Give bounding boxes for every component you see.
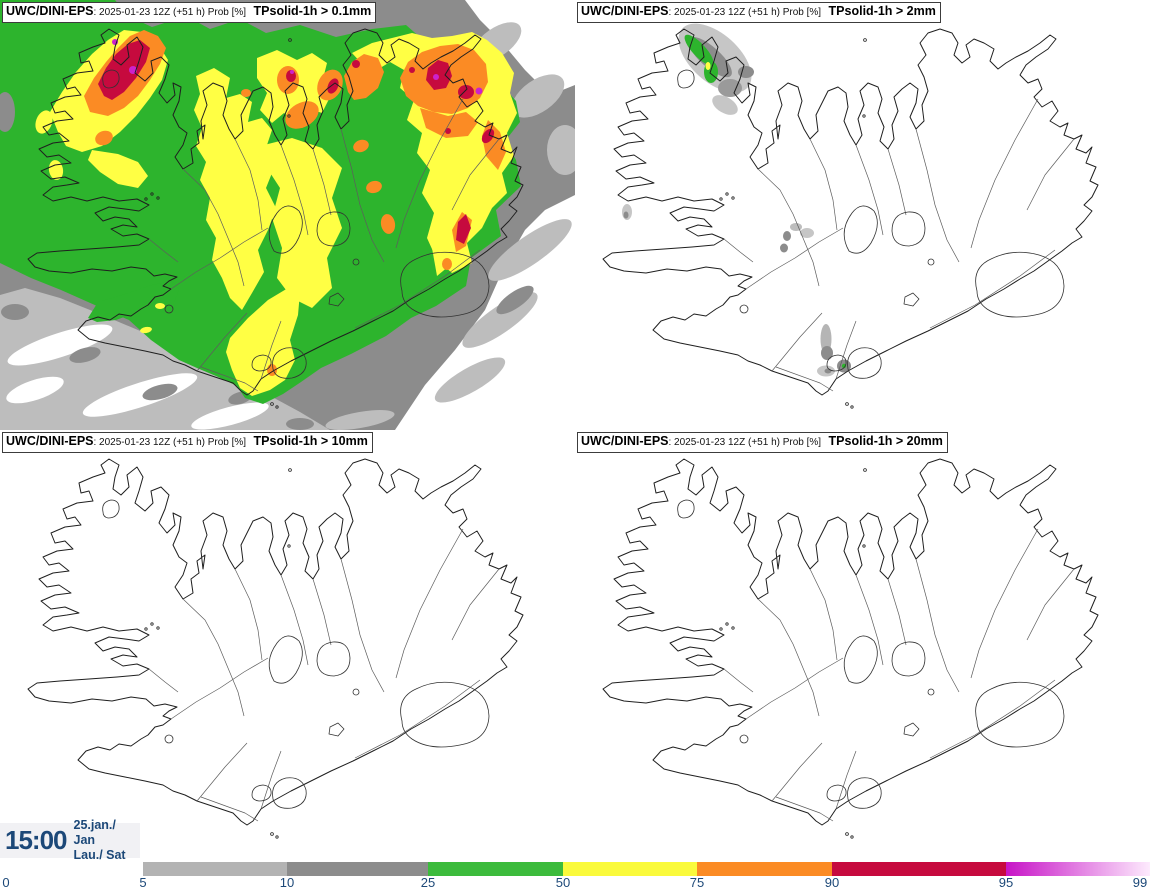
colorbar-tick-99: 99	[1132, 875, 1148, 890]
colorbar-tick-25: 25	[420, 875, 436, 890]
map-svg-20mm	[602, 458, 1099, 839]
run-info-label: : 2025-01-23 12Z (+51 h) Prob [%]	[668, 7, 822, 18]
panel-title-box: UWC/DINI-EPS: 2025-01-23 12Z (+51 h) Pro…	[2, 2, 377, 23]
colorbar-tick-5: 5	[139, 875, 147, 890]
colorbar-segment	[832, 862, 1006, 876]
date-label-line1: 25.jan./ Jan	[73, 818, 116, 848]
panel-prob-10mm: UWC/DINI-EPS: 2025-01-23 12Z (+51 h) Pro…	[0, 430, 575, 860]
colorbar-segment	[563, 862, 697, 876]
panel-prob-20mm: UWC/DINI-EPS: 2025-01-23 12Z (+51 h) Pro…	[575, 430, 1150, 860]
colorbar-tick-95: 95	[998, 875, 1014, 890]
model-label: UWC/DINI-EPS	[581, 434, 669, 448]
precip-probability-field	[0, 0, 575, 430]
threshold-label: TPsolid-1h > 2mm	[828, 4, 936, 18]
panel-prob-0.1mm: UWC/DINI-EPS: 2025-01-23 12Z (+51 h) Pro…	[0, 0, 575, 430]
map-svg-0.1mm	[0, 0, 575, 430]
run-info-label: : 2025-01-23 12Z (+51 h) Prob [%]	[93, 437, 247, 448]
map-svg-2mm	[602, 23, 1099, 409]
colorbar-segment	[143, 862, 287, 876]
time-box: 15:00 25.jan./ Jan Lau./ Sat	[0, 818, 140, 862]
threshold-label: TPsolid-1h > 20mm	[828, 434, 943, 448]
run-info-label: : 2025-01-23 12Z (+51 h) Prob [%]	[668, 437, 822, 448]
colorbar-tick-90: 90	[824, 875, 840, 890]
valid-time-label: 15:00	[5, 825, 67, 855]
model-label: UWC/DINI-EPS	[6, 434, 94, 448]
panel-title-box: UWC/DINI-EPS: 2025-01-23 12Z (+51 h) Pro…	[577, 432, 948, 453]
colorbar-segment	[697, 862, 832, 876]
model-label: UWC/DINI-EPS	[6, 4, 94, 18]
colorbar-tick-75: 75	[689, 875, 705, 890]
run-info-label: : 2025-01-23 12Z (+51 h) Prob [%]	[93, 7, 247, 18]
colorbar-segment	[287, 862, 428, 876]
panel-title-box: UWC/DINI-EPS: 2025-01-23 12Z (+51 h) Pro…	[2, 432, 373, 453]
colorbar-tick-50: 50	[555, 875, 571, 890]
threshold-label: TPsolid-1h > 10mm	[253, 434, 368, 448]
model-label: UWC/DINI-EPS	[581, 4, 669, 18]
map-svg-10mm	[27, 458, 524, 839]
colorbar-segment	[1006, 862, 1150, 876]
precip-probability-field	[622, 23, 851, 377]
panel-title-box: UWC/DINI-EPS: 2025-01-23 12Z (+51 h) Pro…	[577, 2, 941, 23]
threshold-label: TPsolid-1h > 0.1mm	[253, 4, 372, 18]
panel-prob-2mm: UWC/DINI-EPS: 2025-01-23 12Z (+51 h) Pro…	[575, 0, 1150, 430]
colorbar-tick-10: 10	[279, 875, 295, 890]
colorbar-tick-0: 0	[2, 875, 10, 890]
date-label-line2: Lau./ Sat	[73, 847, 126, 862]
colorbar-segment	[428, 862, 563, 876]
